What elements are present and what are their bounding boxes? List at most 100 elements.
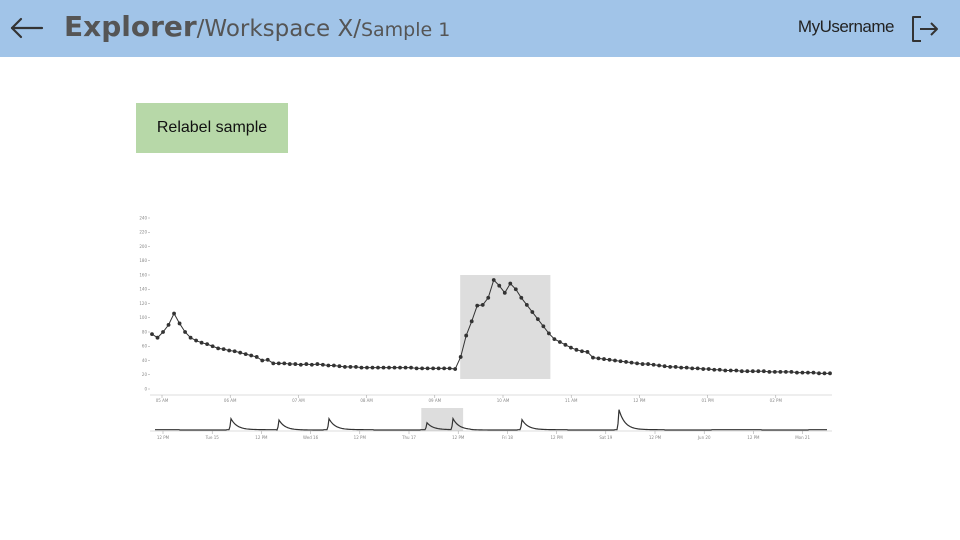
data-point (315, 362, 320, 366)
data-point (425, 366, 430, 371)
overview-tick-label: 12 PM (157, 435, 170, 440)
data-point (177, 321, 182, 326)
y-tick-label: 80 (142, 329, 148, 334)
data-point (447, 366, 452, 371)
data-point (387, 365, 391, 370)
data-point (596, 356, 601, 361)
breadcrumb-separator: / (353, 16, 361, 42)
data-point (491, 278, 496, 282)
overview-tick-label: Jun 20 (697, 435, 711, 440)
data-point (205, 342, 210, 347)
data-point (613, 358, 617, 363)
time-series-chart[interactable]: 0 20 40 60 80 100 120 140 160 180 200 220 240 05 AM 06… (130, 210, 840, 445)
y-tick-label: 140 (139, 287, 147, 292)
data-point (552, 337, 557, 342)
data-point (365, 365, 369, 370)
data-point (298, 362, 303, 367)
data-point (304, 362, 309, 366)
data-point (260, 358, 265, 363)
data-point (458, 355, 463, 359)
data-point (712, 367, 717, 372)
breadcrumb-workspace[interactable]: Workspace X (204, 16, 354, 42)
data-point (409, 365, 413, 370)
data-point (679, 365, 684, 370)
x-tick-label: 07 AM (292, 398, 305, 403)
data-point (635, 361, 639, 366)
data-point (695, 366, 700, 371)
data-point (480, 303, 485, 307)
overview-tick-label: 12 PM (550, 435, 563, 440)
data-point (618, 359, 623, 364)
breadcrumb: Explorer / Workspace X / Sample 1 (64, 10, 450, 50)
data-point (199, 340, 204, 345)
overview-tick-label: Sat 19 (599, 435, 612, 440)
arrow-left-icon (10, 17, 44, 39)
data-point (392, 365, 397, 370)
data-point (497, 283, 502, 288)
breadcrumb-sample: Sample 1 (360, 19, 451, 41)
data-point (651, 362, 656, 367)
data-point (524, 303, 529, 307)
data-point (172, 311, 176, 316)
data-point (701, 367, 706, 371)
x-tick-label: 08 AM (360, 398, 373, 403)
data-point (828, 371, 832, 376)
data-point (161, 330, 165, 334)
data-point (817, 371, 821, 376)
x-tick-label: 10 AM (497, 398, 510, 403)
data-point (706, 367, 711, 371)
data-point (535, 317, 540, 322)
data-point (624, 360, 628, 364)
breadcrumb-explorer[interactable]: Explorer (64, 10, 197, 43)
x-tick-label: 06 AM (224, 398, 237, 403)
data-point (745, 369, 750, 374)
overview-tick-label: Mon 21 (795, 435, 810, 440)
data-point (376, 365, 380, 370)
data-point (646, 362, 650, 366)
data-point (276, 361, 281, 366)
data-point (398, 365, 402, 370)
overview-tick-label: 12 PM (354, 435, 367, 440)
data-point (530, 310, 535, 314)
data-point (761, 369, 766, 374)
data-point (690, 366, 695, 371)
data-point (420, 366, 424, 371)
selection-highlight (460, 275, 551, 379)
data-point (486, 295, 491, 300)
overview-series-line (155, 409, 827, 431)
data-point (795, 370, 799, 375)
overview-tick-label: Fri 18 (502, 435, 514, 440)
data-point (673, 365, 678, 369)
overview-tick-label: Wed 16 (303, 435, 319, 440)
data-point (431, 366, 436, 371)
logout-icon (912, 16, 938, 42)
data-point (348, 365, 353, 369)
data-point (293, 362, 298, 366)
data-point (750, 369, 755, 374)
data-point (232, 349, 237, 354)
data-point (271, 361, 276, 366)
y-tick-label: 40 (142, 358, 148, 363)
data-point (227, 348, 232, 353)
data-point (150, 332, 154, 337)
data-point (558, 340, 562, 344)
data-point (513, 287, 518, 292)
data-point (381, 365, 386, 370)
data-point (166, 322, 171, 327)
data-point (210, 344, 215, 349)
data-point (354, 365, 358, 369)
x-tick-label: 01 PM (701, 398, 714, 403)
data-point (811, 370, 816, 375)
overview-tick-label: 12 PM (649, 435, 662, 440)
y-tick-label: 20 (142, 372, 148, 377)
series-line (151, 279, 830, 374)
relabel-sample-button[interactable]: Relabel sample (136, 103, 288, 153)
back-button[interactable] (8, 12, 46, 44)
y-tick-label: 200 (139, 244, 147, 249)
data-point (629, 360, 634, 365)
x-tick-label: 02 PM (770, 398, 783, 403)
logout-button[interactable] (910, 13, 940, 45)
data-point (778, 370, 783, 374)
x-tick-label: 09 AM (429, 398, 442, 403)
data-point (640, 362, 645, 366)
